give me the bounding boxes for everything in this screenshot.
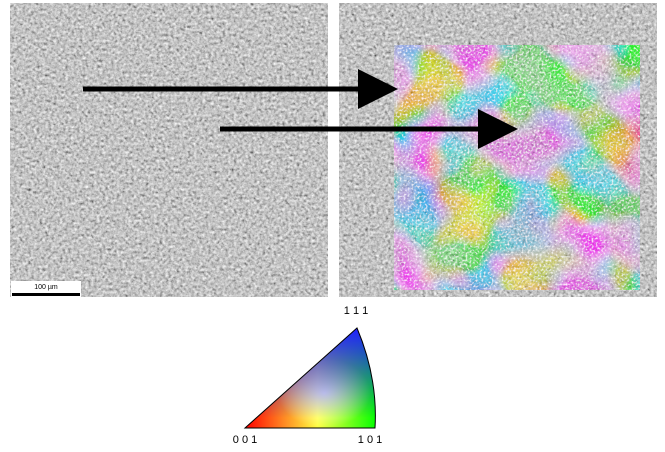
key-label-top: 1 1 1	[344, 305, 368, 317]
scale-bar	[12, 293, 80, 296]
ebsd-map	[394, 45, 640, 290]
key-label-left: 0 0 1	[233, 434, 257, 446]
figure: 100 µm 1 1 1 0 0 1 1 0 1	[0, 0, 665, 452]
scale-bar-label: 100 µm	[34, 284, 58, 291]
micrograph-left	[10, 3, 328, 297]
key-label-right: 1 0 1	[358, 434, 382, 446]
color-key	[245, 328, 377, 428]
